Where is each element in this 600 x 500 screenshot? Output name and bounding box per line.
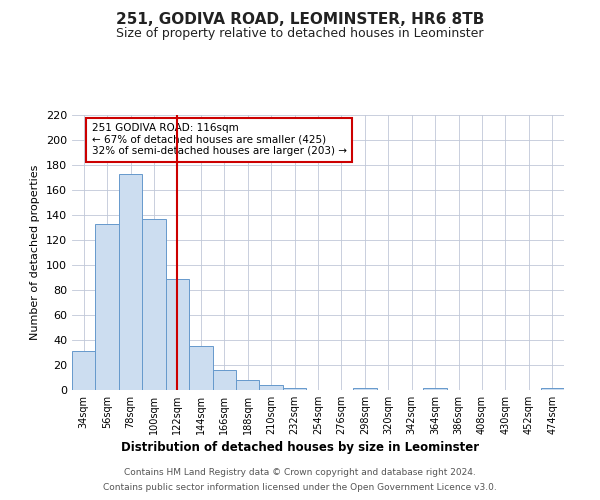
Text: 251 GODIVA ROAD: 116sqm
← 67% of detached houses are smaller (425)
32% of semi-d: 251 GODIVA ROAD: 116sqm ← 67% of detache… — [92, 123, 347, 156]
Bar — [236, 380, 259, 390]
Bar — [72, 351, 95, 390]
Y-axis label: Number of detached properties: Number of detached properties — [31, 165, 40, 340]
Bar — [119, 174, 142, 390]
Bar — [95, 224, 119, 390]
Text: 251, GODIVA ROAD, LEOMINSTER, HR6 8TB: 251, GODIVA ROAD, LEOMINSTER, HR6 8TB — [116, 12, 484, 28]
Bar — [353, 388, 377, 390]
Bar — [283, 388, 306, 390]
Bar — [212, 370, 236, 390]
Bar — [259, 385, 283, 390]
Text: Contains HM Land Registry data © Crown copyright and database right 2024.: Contains HM Land Registry data © Crown c… — [124, 468, 476, 477]
Text: Size of property relative to detached houses in Leominster: Size of property relative to detached ho… — [116, 28, 484, 40]
Text: Contains public sector information licensed under the Open Government Licence v3: Contains public sector information licen… — [103, 483, 497, 492]
Bar — [541, 388, 564, 390]
Bar — [189, 346, 212, 390]
Bar — [142, 219, 166, 390]
Text: Distribution of detached houses by size in Leominster: Distribution of detached houses by size … — [121, 441, 479, 454]
Bar — [424, 388, 447, 390]
Bar — [166, 279, 189, 390]
